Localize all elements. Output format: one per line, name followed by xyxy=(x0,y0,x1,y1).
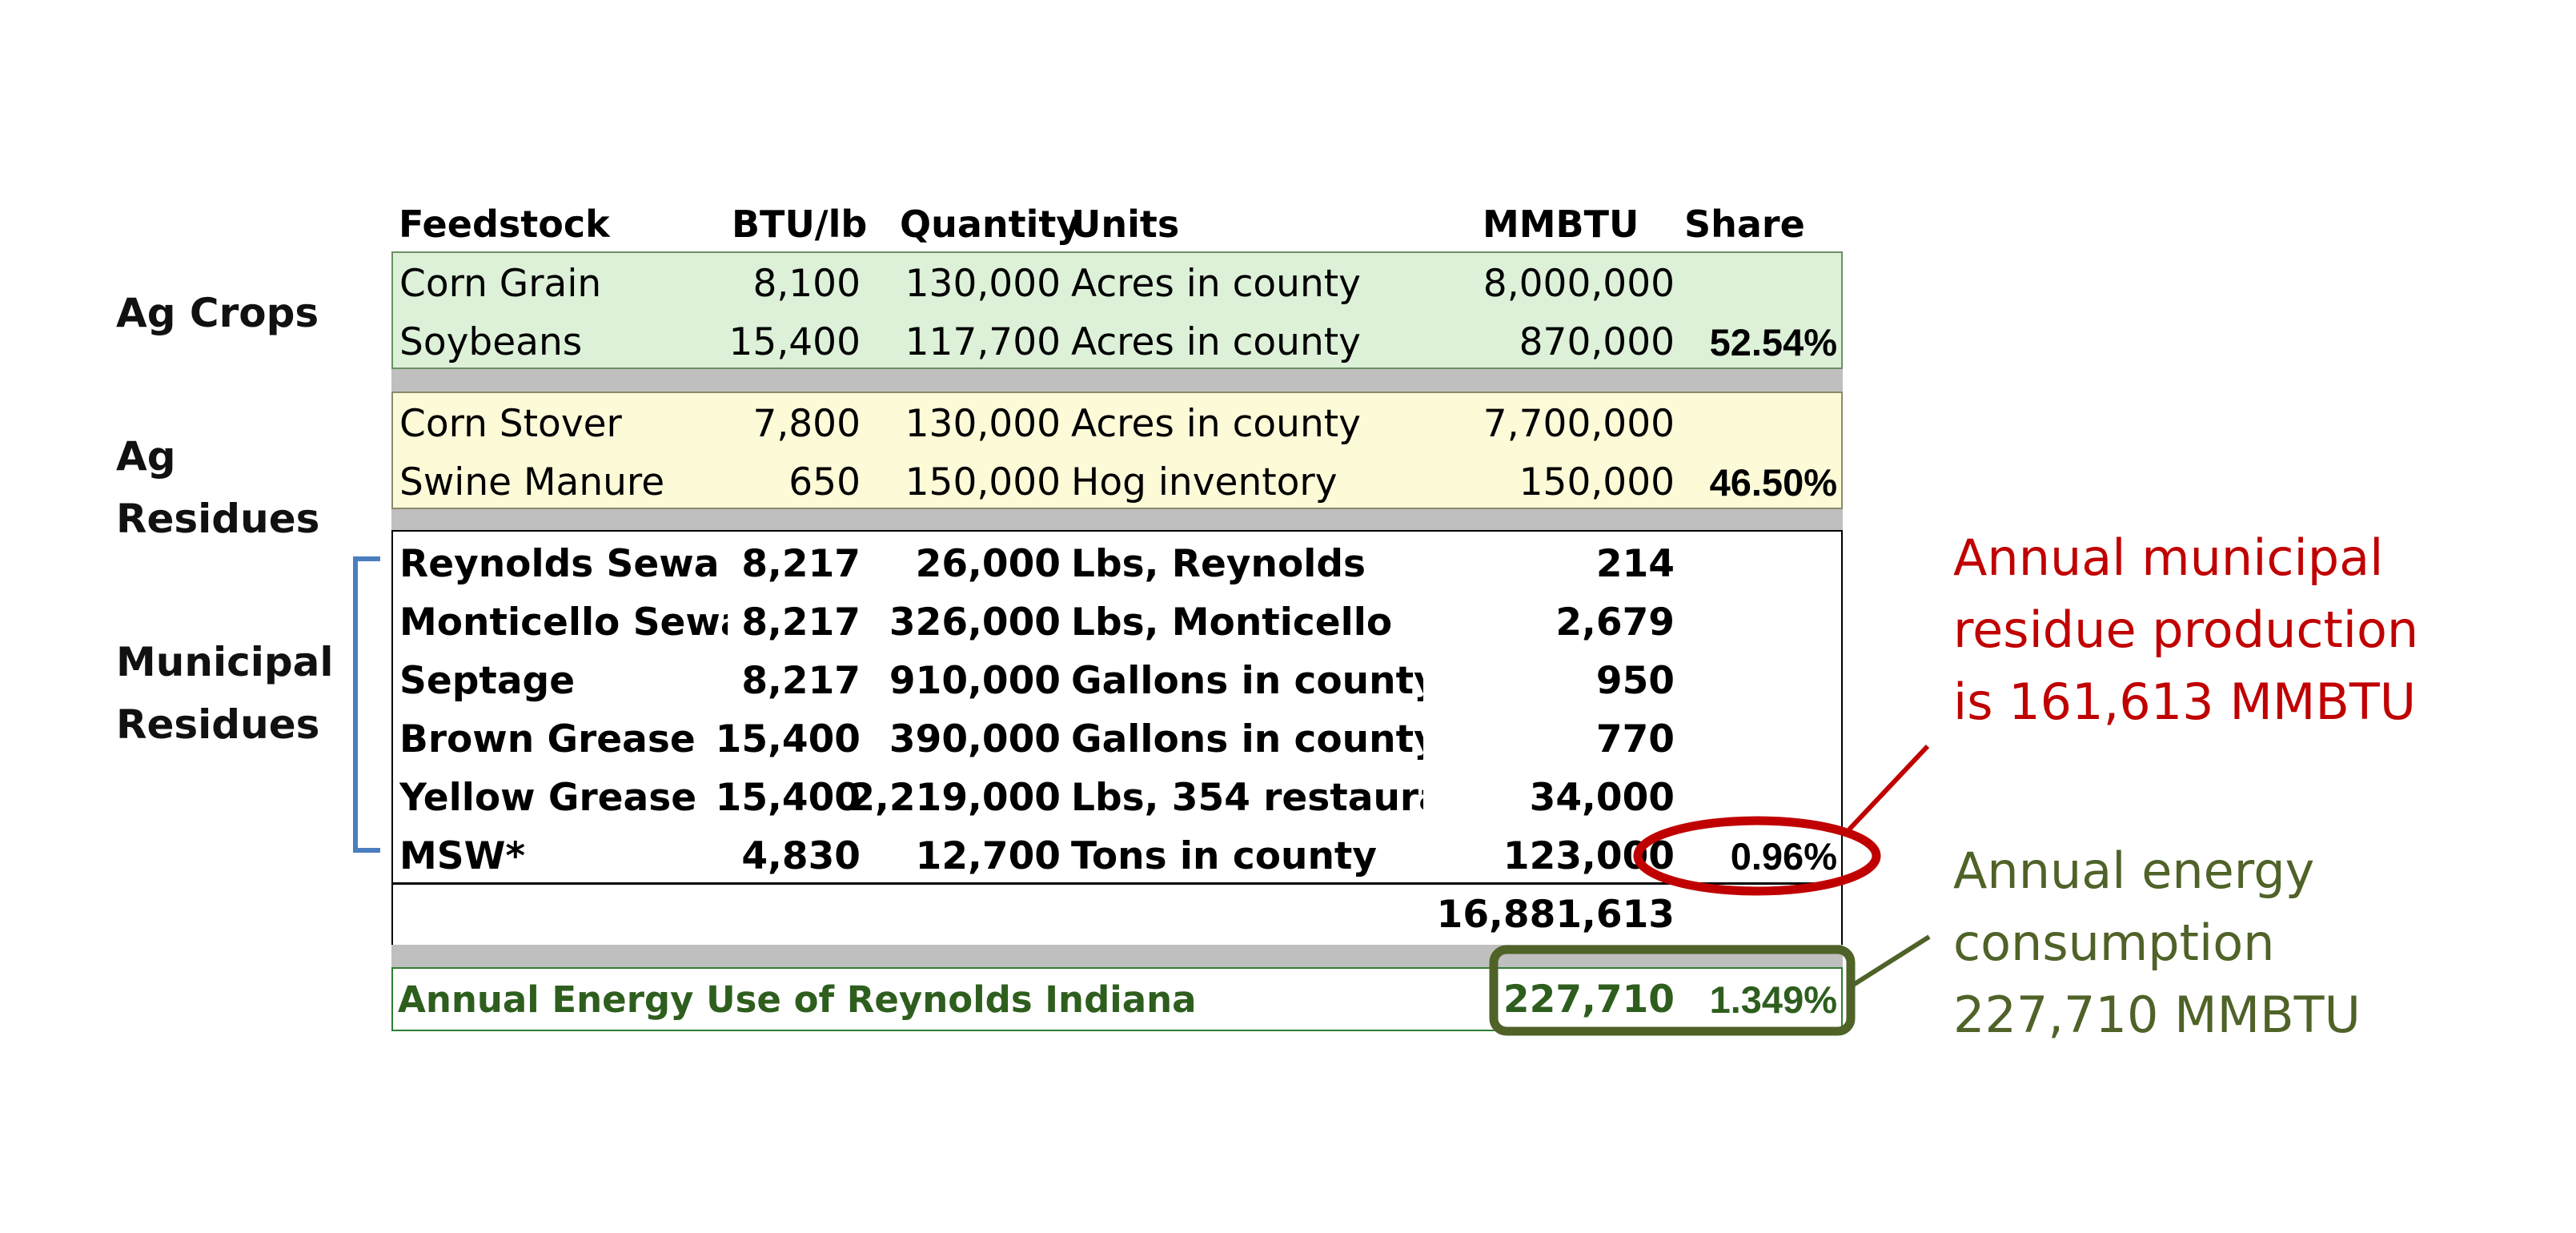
quantity-cell: 12,700 xyxy=(915,834,1061,878)
green-connector-line xyxy=(1849,934,1931,989)
units-cell: Gallons in county xyxy=(1071,659,1423,703)
energy-use-band xyxy=(391,967,1843,1031)
total-mmbtu: 16,881,613 xyxy=(1436,893,1675,937)
group-label-ag-crops: Ag Crops xyxy=(116,290,319,336)
mmbtu-cell: 150,000 xyxy=(1519,460,1675,504)
municipal-callout-line1: Annual municipal xyxy=(1953,528,2384,587)
total-band xyxy=(391,885,1843,945)
quantity-cell: 910,000 xyxy=(889,659,1061,703)
group-label-municipal-line2: Residues xyxy=(116,701,320,748)
municipal-band xyxy=(391,530,1843,885)
btu-cell: 8,217 xyxy=(741,659,861,703)
header-quantity: Quantity xyxy=(900,203,1081,246)
feedstock-cell: Reynolds Sewage xyxy=(399,542,720,586)
quantity-cell: 2,219,000 xyxy=(849,776,1061,820)
btu-cell: 4,830 xyxy=(741,834,861,878)
quantity-cell: 26,000 xyxy=(915,542,1061,586)
quantity-cell: 326,000 xyxy=(889,600,1061,645)
quantity-cell: 130,000 xyxy=(905,402,1061,446)
header-units: Units xyxy=(1071,203,1180,246)
units-cell: Gallons in county xyxy=(1071,717,1423,761)
feedstock-cell: Soybeans xyxy=(399,320,583,364)
group-label-municipal-residues: Municipal Residues xyxy=(116,631,334,756)
units-cell: Acres in county xyxy=(1071,262,1362,306)
feedstock-cell: Yellow Grease xyxy=(399,776,697,820)
quantity-cell: 117,700 xyxy=(905,320,1061,364)
mmbtu-cell: 34,000 xyxy=(1529,776,1675,820)
municipal-callout: Annual municipal residue production is 1… xyxy=(1953,522,2418,738)
units-cell: Lbs, Reynolds xyxy=(1071,542,1366,586)
feedstock-cell: Corn Grain xyxy=(399,262,602,306)
feedstock-cell: Swine Manure xyxy=(399,460,665,504)
energy-use-label: Annual Energy Use of Reynolds Indiana xyxy=(398,978,1197,1021)
share-cell: 0.96% xyxy=(1730,835,1837,878)
mmbtu-cell: 7,700,000 xyxy=(1483,402,1675,446)
header-mmbtu: MMBTU xyxy=(1483,203,1639,246)
units-cell: Acres in county xyxy=(1071,402,1362,446)
ag-residues-band xyxy=(391,392,1843,509)
red-connector-line xyxy=(1847,744,1930,832)
consumption-callout: Annual energy consumption 227,710 MMBTU xyxy=(1953,835,2361,1051)
municipal-bracket xyxy=(353,556,380,853)
btu-cell: 8,217 xyxy=(741,542,861,586)
consumption-callout-line3: 227,710 MMBTU xyxy=(1953,986,2361,1044)
units-cell: Lbs, 354 restaurant xyxy=(1071,776,1423,820)
btu-cell: 15,400 xyxy=(715,776,861,820)
red-highlight-ellipse xyxy=(1633,816,1881,896)
feedstock-cell: Corn Stover xyxy=(399,402,622,446)
consumption-callout-line1: Annual energy xyxy=(1953,841,2315,900)
units-cell: Hog inventory xyxy=(1071,460,1338,504)
btu-cell: 8,100 xyxy=(752,262,861,306)
mmbtu-cell: 770 xyxy=(1595,717,1675,761)
mmbtu-cell: 950 xyxy=(1595,659,1675,703)
group-label-ag-residues: Ag Residues xyxy=(116,425,319,550)
btu-cell: 15,400 xyxy=(715,717,861,761)
green-highlight-box xyxy=(1489,945,1856,1036)
header-btu: BTU/lb xyxy=(732,203,868,246)
mmbtu-cell: 214 xyxy=(1595,542,1675,586)
separator-1 xyxy=(391,369,1843,392)
mmbtu-cell: 870,000 xyxy=(1519,320,1675,364)
units-cell: Acres in county xyxy=(1071,320,1362,364)
ag-crops-band xyxy=(391,251,1843,369)
group-label-ag-residues-line2: Residues xyxy=(116,496,320,542)
btu-cell: 8,217 xyxy=(741,600,861,645)
feedstock-cell: Monticello Sewag xyxy=(399,600,728,645)
feedstock-cell: MSW* xyxy=(399,834,526,878)
group-label-municipal-line1: Municipal xyxy=(116,639,334,685)
units-cell: Tons in county xyxy=(1071,834,1378,878)
btu-cell: 7,800 xyxy=(752,402,861,446)
quantity-cell: 390,000 xyxy=(889,717,1061,761)
mmbtu-cell: 2,679 xyxy=(1555,600,1675,645)
consumption-callout-line2: consumption xyxy=(1953,914,2275,972)
units-cell: Lbs, Monticello xyxy=(1071,600,1393,645)
btu-cell: 15,400 xyxy=(728,320,861,364)
btu-cell: 650 xyxy=(788,460,861,504)
energy-use-mmbtu: 227,710 xyxy=(1503,978,1675,1022)
quantity-cell: 150,000 xyxy=(905,460,1061,504)
municipal-callout-line2: residue production xyxy=(1953,600,2419,659)
feedstock-cell: Septage xyxy=(399,659,576,703)
header-feedstock: Feedstock xyxy=(399,203,610,246)
mmbtu-cell: 8,000,000 xyxy=(1483,262,1675,306)
group-label-ag-residues-line1: Ag xyxy=(116,433,176,480)
separator-2 xyxy=(391,509,1843,530)
share-cell: 46.50% xyxy=(1709,461,1837,504)
municipal-callout-line3: is 161,613 MMBTU xyxy=(1953,673,2417,731)
feedstock-cell: Brown Grease xyxy=(399,717,696,761)
header-share: Share xyxy=(1684,203,1805,246)
share-cell: 52.54% xyxy=(1709,321,1837,363)
quantity-cell: 130,000 xyxy=(905,262,1061,306)
energy-use-share: 1.349% xyxy=(1709,978,1837,1021)
